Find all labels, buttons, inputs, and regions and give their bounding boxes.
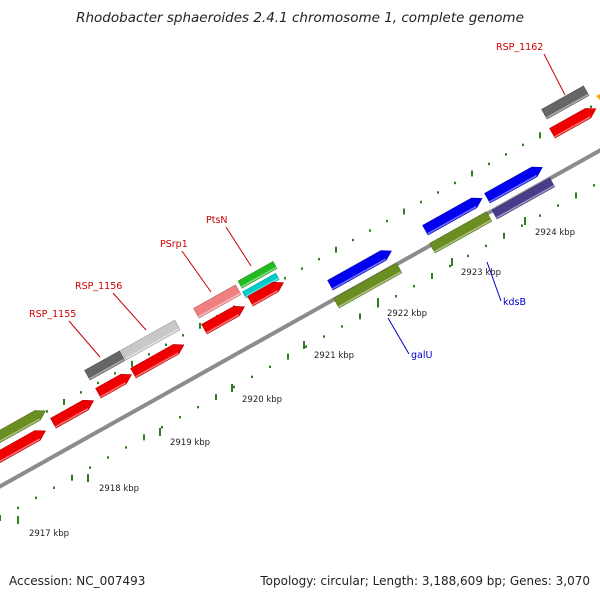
gene-body: [193, 284, 242, 319]
outer-ruler-ticks: [0, 184, 595, 521]
leader-line: [181, 250, 212, 293]
gene-arrow[interactable]: [50, 400, 94, 429]
gene-highlight: [135, 352, 179, 378]
gene-body: [429, 211, 493, 254]
leader-line: [68, 320, 101, 358]
gene-body: [541, 85, 590, 120]
gene-body: [201, 306, 245, 335]
gene-highlight: [206, 314, 240, 334]
leader-line: [543, 53, 566, 96]
gene-highlight: [89, 358, 125, 380]
gene-arrow[interactable]: [484, 166, 543, 204]
gene-highlight: [489, 174, 537, 203]
gene-arrow[interactable]: [422, 197, 483, 236]
gene-highlight: [546, 93, 589, 119]
offscreen-gene-marker: [596, 94, 600, 100]
gene-label[interactable]: RSP_1156: [75, 281, 147, 331]
gene-arrow[interactable]: [491, 177, 555, 220]
gene-highlight: [554, 116, 591, 138]
gene-highlight: [241, 266, 277, 288]
gene-arrow[interactable]: [193, 284, 242, 319]
inner-ruler-ticks: [12, 105, 592, 432]
gene-highlight: [252, 290, 279, 306]
gene-label[interactable]: RSP_1155: [29, 309, 101, 358]
genome-summary-text: Topology: circular; Length: 3,188,609 bp…: [260, 574, 590, 588]
ruler-label: 2919 kbp: [170, 438, 210, 448]
ruler-label: 2920 kbp: [242, 395, 282, 405]
gene-highlight: [338, 271, 402, 308]
gene-highlight: [198, 292, 241, 318]
ruler-label: 2921 kbp: [314, 351, 354, 361]
gene-highlight: [100, 382, 127, 398]
gene-body: [237, 261, 278, 289]
backbone-track: [0, 148, 600, 489]
leader-line: [112, 292, 147, 331]
ruler-label: 2922 kbp: [387, 309, 427, 319]
map-title: Rhodobacter sphaeroides 2.4.1 chromosome…: [76, 10, 524, 26]
gene-arrow[interactable]: [541, 85, 590, 120]
gene-arrow[interactable]: [0, 410, 46, 446]
gene-body: [84, 350, 126, 381]
gene-arrow[interactable]: [120, 319, 181, 361]
gene-name: PSrp1: [160, 239, 188, 250]
gene-body: [327, 250, 392, 291]
gene-body: [491, 177, 555, 220]
gene-body: [549, 108, 597, 139]
gene-name: RSP_1162: [496, 42, 543, 53]
gene-body: [422, 197, 483, 236]
gene-arrow[interactable]: [237, 261, 278, 289]
gene-highlight: [434, 219, 492, 253]
gene-highlight: [496, 185, 555, 219]
gene-arrow[interactable]: [333, 262, 403, 309]
gene-highlight: [0, 438, 41, 463]
gene-arrow[interactable]: [84, 350, 126, 381]
gene-highlight: [0, 418, 41, 443]
gene-body: [130, 344, 185, 379]
gene-body: [333, 262, 403, 309]
gene-label[interactable]: PSrp1: [160, 239, 212, 293]
gene-arrow[interactable]: [549, 108, 597, 139]
gene-body: [95, 373, 132, 399]
ruler-label: 2923 kbp: [461, 268, 501, 278]
ruler-label: 2924 kbp: [535, 228, 575, 238]
gene-highlight: [427, 205, 477, 235]
gene-body: [247, 281, 284, 307]
leader-line: [486, 261, 502, 302]
gene-name: RSP_1155: [29, 309, 76, 320]
gene-highlight: [125, 327, 180, 360]
gene-highlight: [332, 258, 387, 290]
gene-highlight: [245, 277, 279, 298]
gene-arrow[interactable]: [0, 430, 46, 466]
gene-name: galU: [411, 350, 432, 361]
leader-line: [387, 317, 410, 355]
gene-arrow[interactable]: [130, 344, 185, 379]
gene-arrow[interactable]: [247, 281, 284, 307]
gene-name: RSP_1156: [75, 281, 122, 292]
gene-arrow[interactable]: [95, 373, 132, 399]
gene-body: [484, 166, 543, 204]
gene-label[interactable]: galU: [387, 317, 432, 361]
leader-line: [225, 226, 252, 267]
gene-highlight: [55, 408, 89, 428]
accession-text: Accession: NC_007493: [9, 574, 146, 588]
gene-arrow[interactable]: [327, 250, 392, 291]
gene-name: kdsB: [503, 297, 526, 308]
gene-body: [50, 400, 94, 429]
gene-name: PtsN: [206, 215, 228, 226]
gene-label[interactable]: RSP_1162: [496, 42, 566, 96]
gene-label[interactable]: PtsN: [206, 215, 252, 267]
ruler-label: 2918 kbp: [99, 484, 139, 494]
gene-body: [120, 319, 181, 361]
gene-arrow[interactable]: [201, 306, 245, 335]
gene-arrow[interactable]: [429, 211, 493, 254]
gene-label[interactable]: kdsB: [486, 261, 526, 308]
ruler-label: 2917 kbp: [29, 529, 69, 539]
